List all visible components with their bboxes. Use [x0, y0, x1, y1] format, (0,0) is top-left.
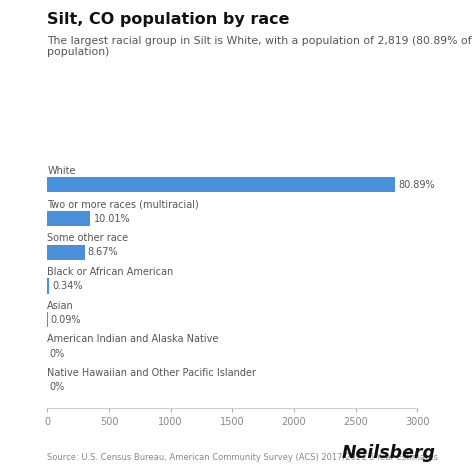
Text: 0.34%: 0.34% — [52, 281, 82, 291]
Text: Two or more races (multiracial): Two or more races (multiracial) — [47, 199, 199, 210]
Text: White: White — [47, 165, 76, 175]
Text: The largest racial group in Silt is White, with a population of 2,819 (80.89% of: The largest racial group in Silt is Whit… — [47, 36, 474, 57]
Text: Neilsberg: Neilsberg — [342, 444, 436, 462]
Text: Some other race: Some other race — [47, 233, 128, 243]
Text: Asian: Asian — [47, 301, 74, 310]
Bar — [47, 211, 91, 226]
Text: 0.09%: 0.09% — [51, 315, 82, 325]
Text: Black or African American: Black or African American — [47, 267, 173, 277]
Text: 10.01%: 10.01% — [93, 214, 130, 224]
Bar — [47, 245, 85, 260]
Text: 0%: 0% — [49, 383, 64, 392]
Text: 80.89%: 80.89% — [398, 180, 435, 190]
Text: Source: U.S. Census Bureau, American Community Survey (ACS) 2017/2021 5-Year Est: Source: U.S. Census Bureau, American Com… — [47, 453, 438, 462]
Text: American Indian and Alaska Native: American Indian and Alaska Native — [47, 334, 219, 344]
Text: Silt, CO population by race: Silt, CO population by race — [47, 12, 290, 27]
Text: 8.67%: 8.67% — [88, 247, 118, 257]
Text: Native Hawaiian and Other Pacific Islander: Native Hawaiian and Other Pacific Island… — [47, 368, 256, 378]
Bar — [47, 279, 49, 294]
Text: 0%: 0% — [49, 348, 64, 359]
Bar — [47, 177, 395, 192]
